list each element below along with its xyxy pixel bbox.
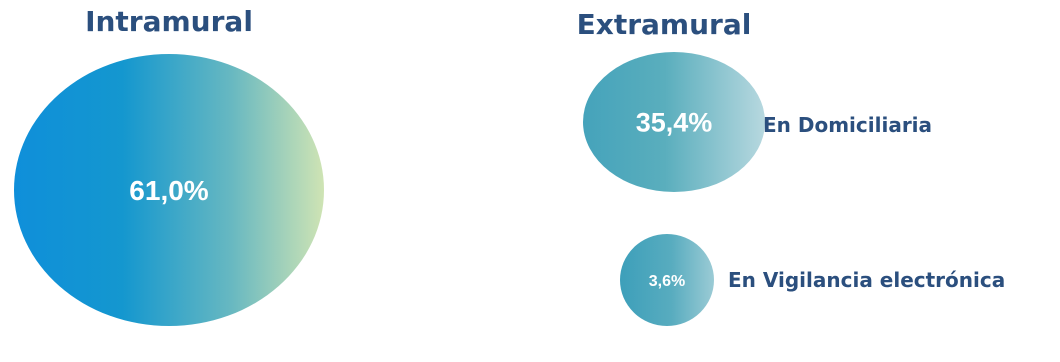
bubble-marks: 61,0% 35,4% En Domiciliaria 3,6% En Vigilanc… xyxy=(14,52,1005,326)
bubble-category-label-1-0: En Domiciliaria xyxy=(763,113,932,137)
bubble-value-label-0-0: 61,0% xyxy=(129,175,208,206)
bubble-1-0 xyxy=(583,52,765,192)
bubble-value-label-1-0: 35,4% xyxy=(636,108,713,138)
group-title-extramural: Extramural xyxy=(577,8,752,41)
bubble-1-1 xyxy=(620,234,714,326)
group-title-intramural: Intramural xyxy=(85,5,253,38)
bubble-value-label-1-1: 3,6% xyxy=(649,273,685,290)
bubble-0-0 xyxy=(14,54,324,326)
bubble-category-label-1-1: En Vigilancia electrónica xyxy=(728,268,1005,292)
